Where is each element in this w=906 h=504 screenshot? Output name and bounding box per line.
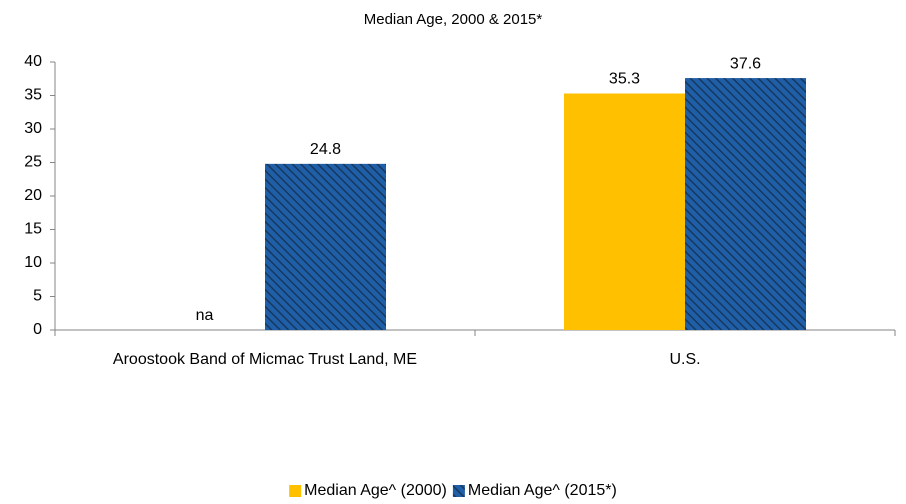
y-tick-label: 25 (24, 154, 42, 171)
legend-swatch (289, 485, 302, 497)
x-tick-label: Aroostook Band of Micmac Trust Land, ME (113, 351, 417, 368)
chart-title: Median Age, 2000 & 2015* (364, 11, 543, 28)
x-tick-label: U.S. (669, 351, 700, 368)
data-label: 37.6 (730, 55, 761, 72)
bar (564, 93, 685, 331)
data-label: 35.3 (609, 71, 640, 88)
bar (685, 78, 806, 330)
data-label: na (196, 307, 214, 324)
y-tick-label: 35 (24, 87, 42, 104)
y-tick-label: 0 (33, 321, 42, 338)
data-label: 24.8 (310, 141, 341, 158)
bar (265, 163, 386, 330)
legend-swatch (452, 485, 465, 497)
y-tick-label: 40 (24, 53, 42, 70)
legend-label: Median Age^ (2000) (304, 482, 447, 499)
legend-label: Median Age^ (2015*) (468, 482, 617, 499)
y-tick-label: 10 (24, 254, 42, 271)
y-tick-label: 20 (24, 187, 42, 204)
y-tick-label: 15 (24, 221, 42, 238)
y-tick-label: 30 (24, 120, 42, 137)
y-tick-label: 5 (33, 288, 42, 305)
